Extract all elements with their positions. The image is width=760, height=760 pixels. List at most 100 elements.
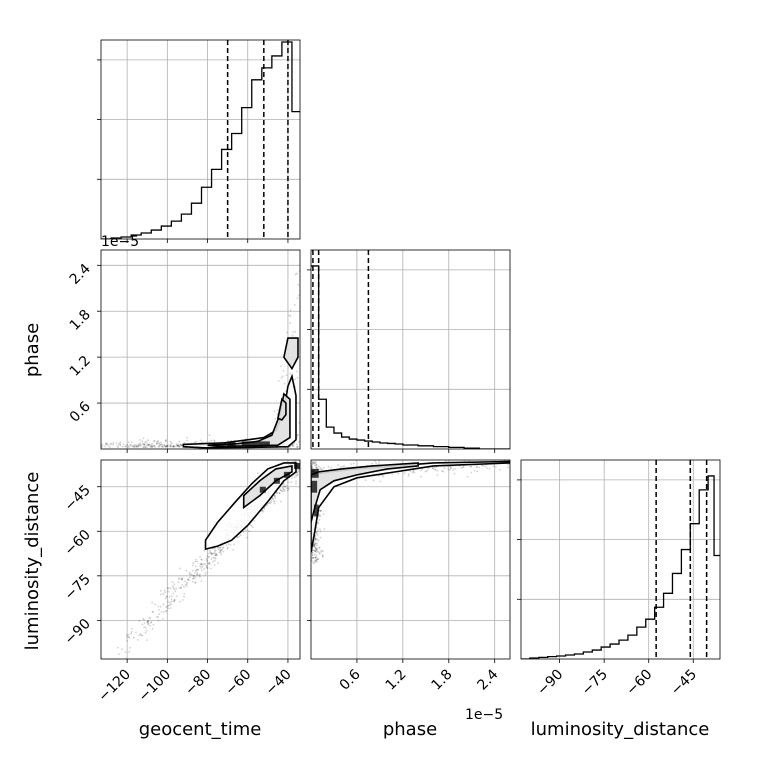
sample-point — [312, 556, 315, 559]
sample-point — [219, 551, 222, 554]
sample-point — [311, 467, 313, 469]
sample-point — [153, 439, 156, 442]
sample-point — [206, 555, 209, 558]
sample-point — [217, 547, 220, 550]
sample-point — [169, 445, 172, 448]
sample-point — [238, 535, 241, 538]
sample-point — [315, 527, 318, 529]
sample-point — [164, 445, 167, 448]
sample-point — [320, 509, 323, 512]
sample-point — [273, 500, 276, 503]
sample-point — [475, 466, 478, 469]
scatter-geocent_time-phase — [101, 270, 300, 449]
sample-point — [130, 444, 132, 447]
sample-point — [284, 485, 286, 488]
sample-point — [350, 463, 352, 465]
sample-point — [116, 444, 119, 447]
sample-point — [250, 524, 253, 527]
sample-point — [135, 446, 138, 448]
sample-point — [289, 315, 292, 318]
sample-point — [133, 445, 136, 448]
sample-point — [316, 558, 318, 561]
sample-point — [109, 443, 112, 446]
sample-point — [181, 577, 184, 580]
sample-point — [204, 573, 207, 576]
sample-point — [282, 485, 285, 488]
sample-point — [313, 544, 316, 547]
sample-point — [169, 444, 172, 447]
sample-point — [191, 580, 194, 583]
sample-point — [499, 468, 501, 471]
sample-point — [327, 465, 330, 468]
sample-point — [296, 433, 299, 436]
sample-point — [318, 546, 321, 549]
sample-point — [314, 542, 317, 545]
sample-point — [201, 559, 204, 561]
sample-point — [276, 409, 279, 411]
sample-point — [314, 561, 317, 564]
sample-point — [156, 615, 158, 618]
sample-point — [318, 465, 320, 468]
sample-point — [321, 556, 324, 558]
sample-point — [157, 442, 160, 445]
sample-point — [280, 376, 283, 379]
sample-point — [128, 446, 131, 448]
sample-point — [195, 569, 198, 572]
sample-point — [160, 443, 162, 445]
sample-point — [203, 549, 206, 552]
sample-point — [180, 578, 183, 581]
sample-point — [130, 627, 133, 630]
sample-point — [315, 538, 318, 540]
sample-point — [312, 461, 314, 464]
sample-point — [121, 648, 123, 651]
sample-point — [447, 468, 450, 470]
sample-point — [478, 466, 480, 469]
sample-point — [106, 443, 109, 446]
sample-point — [158, 613, 161, 616]
sample-point — [251, 526, 254, 529]
sample-point — [176, 445, 179, 447]
sample-point — [286, 331, 288, 334]
sample-point — [166, 595, 168, 598]
sample-point — [200, 567, 202, 569]
sample-point — [290, 477, 293, 480]
sample-point — [180, 444, 183, 447]
sample-point — [162, 603, 165, 606]
sample-point — [170, 600, 173, 603]
sample-point — [148, 443, 150, 446]
sample-point — [460, 467, 463, 469]
sample-point — [145, 440, 148, 443]
sample-point — [180, 578, 183, 580]
sample-point — [188, 571, 191, 574]
sample-point — [161, 445, 164, 448]
sample-point — [183, 593, 186, 595]
sample-point — [199, 575, 202, 578]
sample-point — [167, 607, 170, 610]
sample-point — [147, 444, 150, 446]
sample-point — [312, 461, 315, 464]
sample-point — [173, 598, 176, 601]
sample-point — [314, 550, 317, 552]
sample-point — [207, 562, 210, 565]
sample-point — [180, 444, 183, 447]
sample-point — [118, 653, 120, 656]
sample-point — [184, 580, 186, 583]
sample-point — [175, 444, 178, 447]
sample-point — [212, 556, 215, 559]
sample-point — [178, 445, 181, 448]
sample-point — [311, 559, 313, 562]
sample-point — [157, 609, 160, 611]
x-axis-label-phase: phase — [383, 719, 437, 740]
sample-point — [152, 610, 155, 613]
sample-point — [318, 547, 321, 549]
sample-point — [245, 536, 248, 539]
sample-point — [177, 581, 180, 584]
sample-point — [253, 519, 256, 522]
sample-point — [148, 616, 151, 619]
sample-point — [139, 443, 142, 446]
sample-point — [337, 464, 340, 466]
sample-point — [160, 605, 162, 608]
sample-point — [209, 551, 212, 553]
sample-point — [194, 581, 197, 584]
sample-point — [127, 634, 130, 636]
